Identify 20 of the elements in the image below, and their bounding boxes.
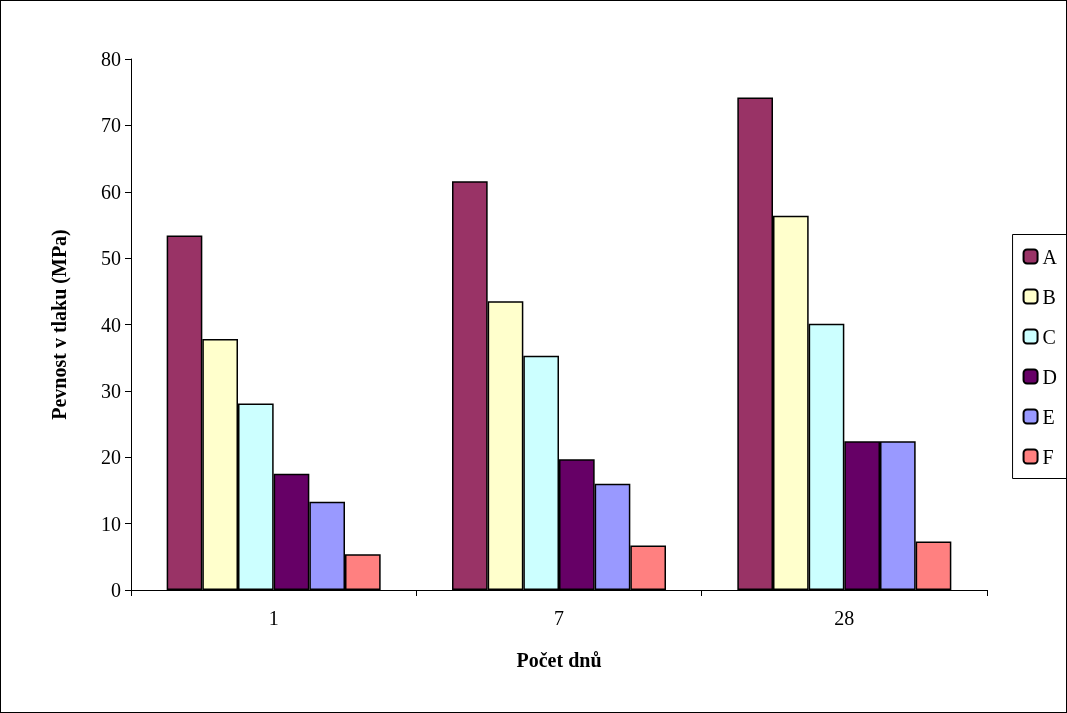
x-axis-title: Počet dnů [516,649,602,671]
y-axis-title: Pevnost v tlaku (MPa) [48,229,71,420]
y-tick-label: 0 [111,579,121,601]
y-tick-label: 30 [101,379,121,402]
legend-label: A [1042,245,1058,268]
y-tick-label: 70 [101,114,121,137]
x-tick-label: 7 [554,607,564,629]
y-tick-label: 10 [101,512,121,535]
y-tick-label: 20 [101,446,121,469]
legend-label: E [1042,405,1055,428]
legend-label: D [1042,365,1058,388]
y-tick-label: 40 [101,313,121,336]
y-tick-label: 50 [101,247,121,270]
y-tick-label: 80 [101,48,121,70]
legend-label: B [1042,285,1056,308]
x-tick-label: 1 [268,607,279,629]
y-tick-label: 60 [101,180,121,203]
legend-label: C [1042,325,1056,348]
x-tick-label: 28 [834,607,855,629]
legend-label: F [1042,445,1054,468]
